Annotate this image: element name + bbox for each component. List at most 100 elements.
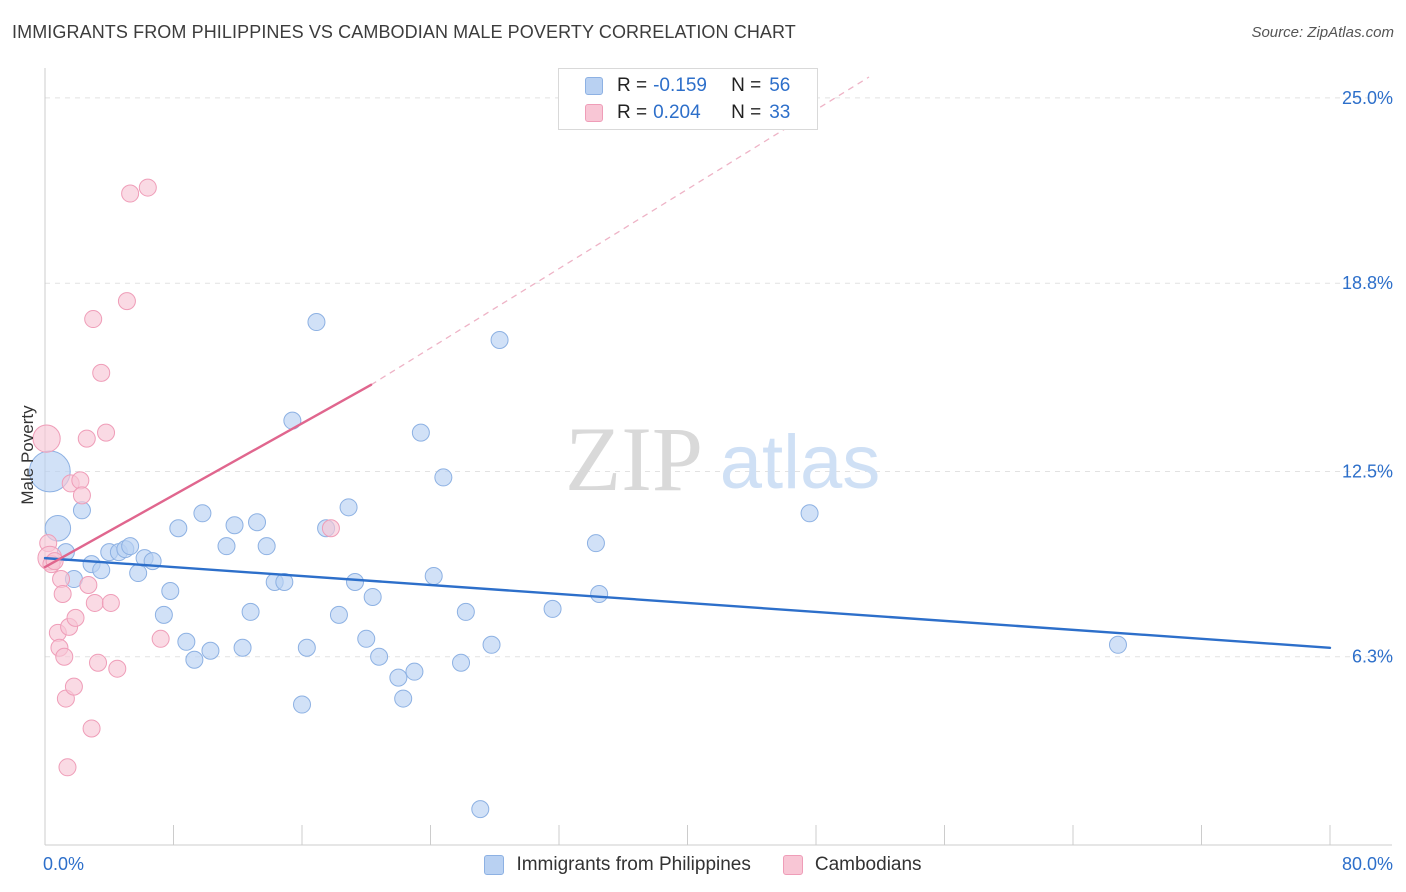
legend-label-philippines: Immigrants from Philippines bbox=[516, 854, 751, 875]
point-philippines bbox=[346, 573, 365, 592]
legend-n-value: 56 bbox=[769, 75, 791, 96]
y-tick-label: 18.8% bbox=[1342, 273, 1393, 293]
watermark: ZIP atlas bbox=[565, 408, 880, 510]
y-tick-label: 6.3% bbox=[1352, 647, 1393, 667]
watermark-atlas: atlas bbox=[720, 420, 881, 505]
tick-labels: 6.3% 12.5% 18.8% 25.0% 0.0% 80.0% bbox=[43, 88, 1393, 874]
chart-title: IMMIGRANTS FROM PHILIPPINES VS CAMBODIAN… bbox=[12, 22, 796, 42]
legend-r-value: -0.159 bbox=[653, 75, 707, 96]
point-philippines bbox=[225, 516, 244, 535]
point-cambodians bbox=[97, 423, 116, 442]
y-axis-label: Male Poverty bbox=[18, 405, 37, 505]
point-cambodians bbox=[92, 363, 111, 382]
point-philippines bbox=[297, 638, 316, 657]
legend-swatch-pink bbox=[585, 104, 603, 122]
legend-r-label: R = bbox=[617, 75, 648, 96]
y-tick-label: 25.0% bbox=[1342, 88, 1393, 108]
point-philippines bbox=[177, 632, 196, 651]
point-cambodians bbox=[321, 519, 340, 538]
point-philippines bbox=[590, 584, 609, 603]
source-credit: Source: ZipAtlas.com bbox=[1251, 24, 1394, 41]
point-cambodians bbox=[71, 471, 90, 490]
point-philippines bbox=[293, 695, 311, 714]
point-philippines bbox=[411, 423, 430, 442]
legend-r-label: R = bbox=[617, 102, 648, 123]
point-cambodians bbox=[151, 629, 170, 648]
trend-lines bbox=[43, 76, 1332, 649]
point-cambodians bbox=[101, 593, 120, 612]
legend-label-cambodians: Cambodians bbox=[814, 854, 922, 875]
point-philippines bbox=[169, 519, 188, 538]
point-cambodians bbox=[32, 424, 61, 453]
point-philippines bbox=[389, 668, 408, 687]
point-cambodians bbox=[58, 758, 77, 777]
point-cambodians bbox=[121, 184, 140, 203]
legend-item-philippines[interactable]: Immigrants from Philippines bbox=[484, 854, 751, 876]
point-philippines bbox=[490, 330, 509, 349]
point-philippines bbox=[424, 567, 443, 586]
point-philippines bbox=[394, 689, 413, 708]
legend-row-cambodians: R = 0.204 N = 33 bbox=[585, 100, 790, 126]
point-cambodians bbox=[82, 719, 101, 738]
point-philippines bbox=[339, 498, 358, 517]
point-cambodians bbox=[72, 486, 91, 505]
grid-lines bbox=[45, 97, 1392, 658]
point-philippines bbox=[233, 638, 252, 657]
point-cambodians bbox=[89, 653, 108, 672]
point-philippines bbox=[329, 605, 348, 624]
point-philippines bbox=[452, 653, 471, 672]
point-philippines bbox=[121, 537, 140, 556]
point-philippines bbox=[92, 561, 111, 580]
correlation-legend: R = -0.159 N = 56 R = 0.204 N = 33 bbox=[558, 68, 818, 130]
point-philippines bbox=[800, 504, 819, 523]
point-philippines bbox=[482, 635, 501, 654]
point-cambodians bbox=[52, 570, 71, 589]
point-philippines bbox=[434, 468, 453, 487]
legend-n-value: 33 bbox=[769, 102, 791, 123]
trend-line-philippines bbox=[43, 556, 1332, 649]
point-philippines bbox=[154, 605, 173, 624]
trend-line-cambodians bbox=[43, 383, 373, 569]
point-cambodians bbox=[64, 677, 83, 696]
point-philippines bbox=[257, 537, 276, 556]
point-philippines bbox=[471, 800, 490, 819]
point-philippines bbox=[586, 534, 605, 553]
point-philippines bbox=[217, 537, 236, 556]
point-cambodians bbox=[77, 429, 96, 448]
point-philippines bbox=[161, 581, 180, 600]
point-philippines bbox=[193, 504, 212, 523]
point-philippines bbox=[241, 602, 260, 621]
watermark-zip: ZIP bbox=[565, 408, 703, 510]
point-philippines bbox=[307, 313, 326, 332]
legend-item-cambodians[interactable]: Cambodians bbox=[782, 854, 922, 876]
legend-row-philippines: R = -0.159 N = 56 bbox=[585, 73, 790, 99]
point-philippines bbox=[275, 573, 294, 592]
point-philippines bbox=[357, 629, 376, 648]
point-cambodians bbox=[108, 659, 127, 678]
point-cambodians bbox=[66, 608, 85, 627]
y-tick-label: 12.5% bbox=[1342, 461, 1393, 481]
legend-swatch-pink bbox=[782, 855, 803, 875]
point-cambodians bbox=[55, 647, 74, 666]
point-cambodians bbox=[53, 584, 72, 603]
legend-swatch-blue bbox=[484, 855, 505, 875]
point-philippines bbox=[185, 650, 204, 669]
x-tick-label: 80.0% bbox=[1342, 854, 1393, 874]
point-philippines bbox=[1108, 635, 1127, 654]
legend-r-value: 0.204 bbox=[653, 102, 701, 123]
legend-swatch-blue bbox=[585, 77, 603, 95]
point-cambodians bbox=[85, 593, 104, 612]
point-philippines bbox=[543, 599, 562, 618]
point-philippines bbox=[248, 513, 267, 532]
point-philippines bbox=[370, 647, 389, 666]
point-philippines bbox=[363, 587, 382, 606]
point-cambodians bbox=[117, 292, 136, 311]
point-philippines bbox=[456, 602, 475, 621]
point-cambodians bbox=[84, 310, 103, 329]
legend-n-label: N = bbox=[731, 102, 762, 123]
point-philippines bbox=[201, 641, 220, 660]
x-tick-label: 0.0% bbox=[43, 854, 84, 874]
point-cambodians bbox=[79, 576, 98, 595]
axes bbox=[44, 68, 1392, 846]
series-legend: Immigrants from Philippines Cambodians bbox=[0, 852, 1406, 878]
